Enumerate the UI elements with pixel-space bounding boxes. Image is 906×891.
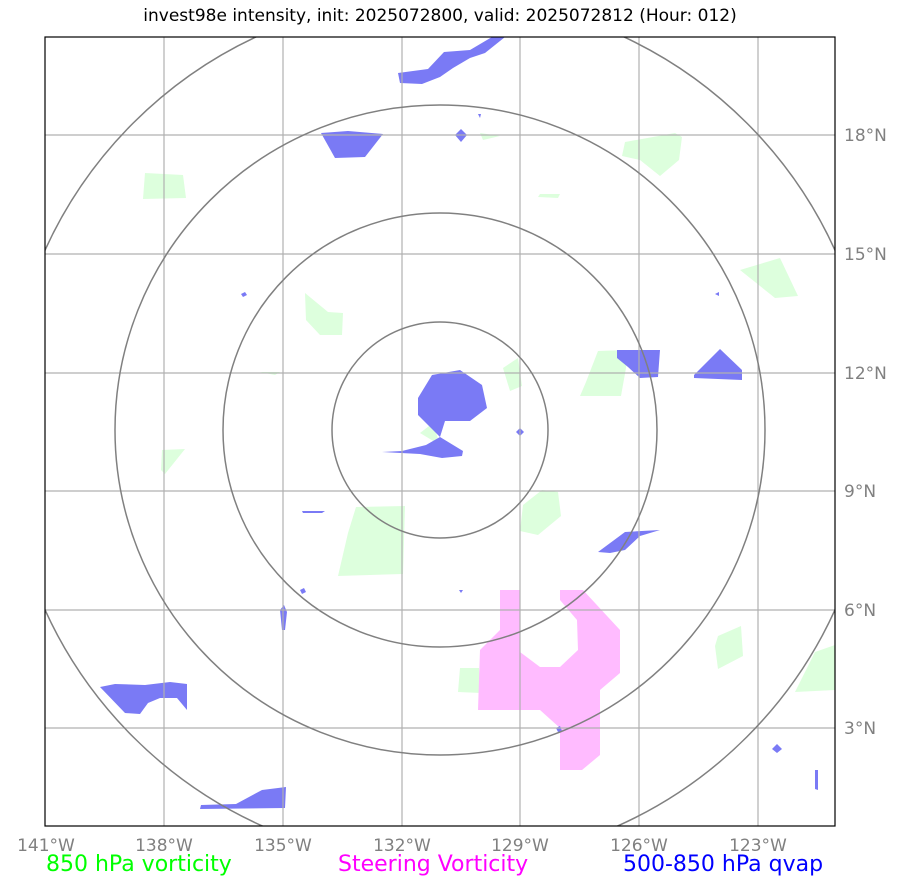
lon-tick-label: 123°W	[729, 836, 787, 856]
vort850-contours	[143, 133, 835, 693]
lon-tick-labels: 141°W 138°W 135°W 132°W 129°W 126°W 123°…	[17, 836, 787, 856]
lon-tick-label: 132°W	[373, 836, 431, 856]
lon-tick-label: 129°W	[491, 836, 549, 856]
legend-steering-vorticity: Steering Vorticity	[338, 852, 529, 877]
lon-tick-label: 135°W	[254, 836, 312, 856]
steering-vorticity-contours	[478, 590, 620, 770]
lat-tick-label: 12°N	[844, 364, 887, 384]
lat-tick-label: 9°N	[844, 482, 876, 502]
lat-tick-label: 15°N	[844, 245, 887, 265]
lat-tick-label: 3°N	[844, 719, 876, 739]
lat-tick-label: 18°N	[844, 126, 887, 146]
legend-850-vorticity: 850 hPa vorticity	[46, 852, 232, 877]
map-layers	[45, 37, 835, 826]
lon-tick-label: 141°W	[17, 836, 75, 856]
lon-tick-label: 126°W	[610, 836, 668, 856]
lat-tick-label: 6°N	[844, 601, 876, 621]
range-rings	[45, 37, 835, 826]
lon-tick-label: 138°W	[135, 836, 193, 856]
graticule	[45, 37, 835, 826]
legend-qvap: 500-850 hPa qvap	[623, 852, 824, 877]
plot-title: invest98e intensity, init: 2025072800, v…	[143, 6, 737, 26]
plot-frame	[44, 36, 836, 827]
lat-tick-labels: 18°N 15°N 12°N 9°N 6°N 3°N	[844, 126, 887, 739]
qvap-contours	[100, 37, 818, 809]
